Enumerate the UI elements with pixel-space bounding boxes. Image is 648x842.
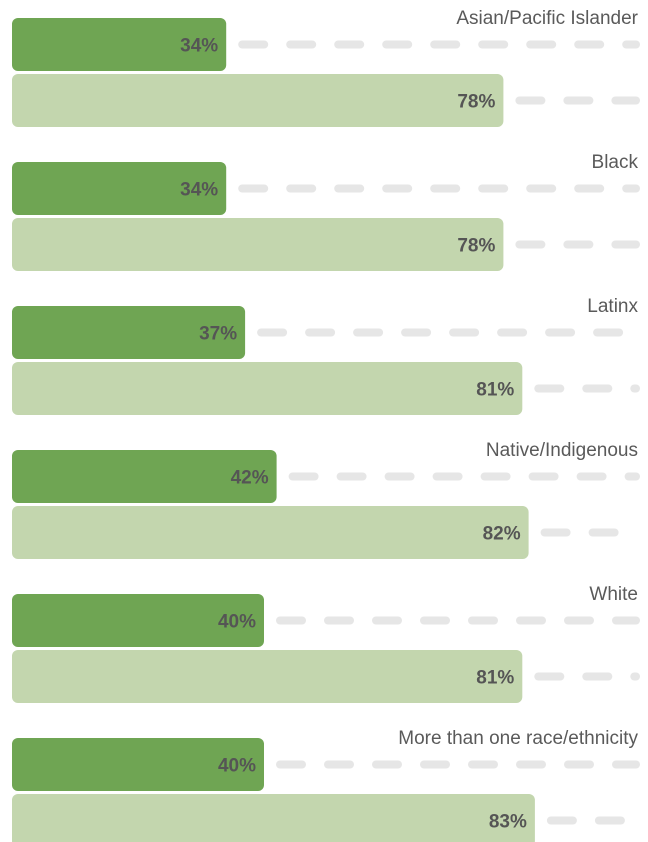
bar-series-1 — [12, 306, 246, 359]
value-label: 83% — [489, 812, 527, 833]
bar-series-2 — [12, 794, 535, 842]
bar-series-2 — [12, 362, 523, 415]
value-label: 81% — [476, 380, 514, 401]
bar-series-1 — [12, 18, 227, 71]
category-label: White — [589, 584, 638, 605]
value-label: 34% — [180, 36, 218, 57]
value-label: 34% — [180, 180, 218, 201]
value-label: 42% — [231, 468, 269, 489]
category-label: More than one race/ethnicity — [398, 728, 638, 749]
bar-series-2 — [12, 650, 523, 703]
category-label: Latinx — [587, 296, 638, 317]
bar-series-2 — [12, 74, 504, 127]
value-label: 82% — [483, 524, 521, 545]
bar-series-2 — [12, 218, 504, 271]
value-label: 40% — [218, 756, 256, 777]
bar-series-1 — [12, 162, 227, 215]
bar-series-1 — [12, 738, 264, 791]
value-label: 40% — [218, 612, 256, 633]
category-label: Asian/Pacific Islander — [456, 8, 638, 29]
bar-series-2 — [12, 506, 529, 559]
bar-series-1 — [12, 450, 277, 503]
category-label: Black — [592, 152, 639, 173]
value-label: 37% — [199, 324, 237, 345]
category-label: Native/Indigenous — [486, 440, 638, 461]
bar-series-1 — [12, 594, 264, 647]
value-label: 78% — [457, 92, 495, 113]
value-label: 78% — [457, 236, 495, 257]
value-label: 81% — [476, 668, 514, 689]
